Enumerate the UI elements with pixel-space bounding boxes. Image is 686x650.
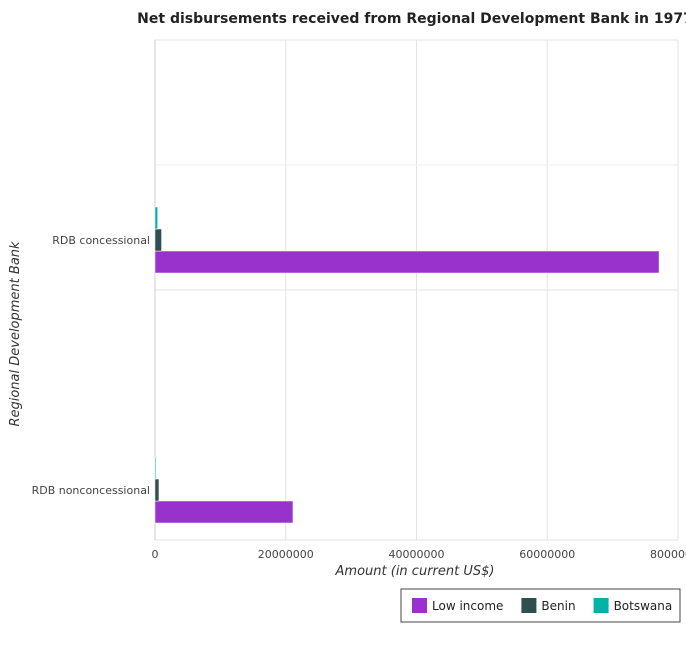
x-tick-label: 0 — [152, 548, 159, 561]
legend-swatch — [521, 598, 537, 613]
bar-benin-1 — [154, 478, 160, 502]
y-tick-label: RDB nonconcessional — [32, 484, 150, 497]
bar-botswana-1 — [154, 456, 157, 480]
x-axis-label: Amount (in current US$) — [335, 564, 495, 579]
bar-botswana-0 — [154, 206, 158, 230]
x-tick-labels: 0 20000000 40000000 60000000 80000000 — [152, 548, 686, 561]
bar-low-income-1 — [154, 500, 294, 524]
legend-label: Botswana — [614, 599, 673, 613]
x-tick-label: 40000000 — [389, 548, 445, 561]
legend-swatch — [593, 598, 609, 613]
legend-label: Benin — [541, 599, 575, 613]
grid — [154, 39, 679, 541]
legend: Low income Benin Botswana — [400, 588, 681, 623]
x-tick-label: 80000000 — [650, 548, 686, 561]
x-tick-label: 20000000 — [258, 548, 314, 561]
x-tick-label: 60000000 — [519, 548, 575, 561]
legend-box — [400, 588, 681, 623]
bar-benin-0 — [154, 228, 162, 252]
y-axis-label: Regional Development Bank — [8, 241, 23, 427]
legend-label: Low income — [432, 599, 503, 613]
y-tick-labels: RDB concessional RDB nonconcessional — [32, 234, 150, 497]
legend-swatch — [412, 598, 427, 613]
bars — [154, 206, 660, 524]
chart-title: Net disbursements received from Regional… — [137, 11, 686, 27]
bar-low-income-0 — [154, 250, 660, 274]
y-tick-label: RDB concessional — [52, 234, 150, 247]
